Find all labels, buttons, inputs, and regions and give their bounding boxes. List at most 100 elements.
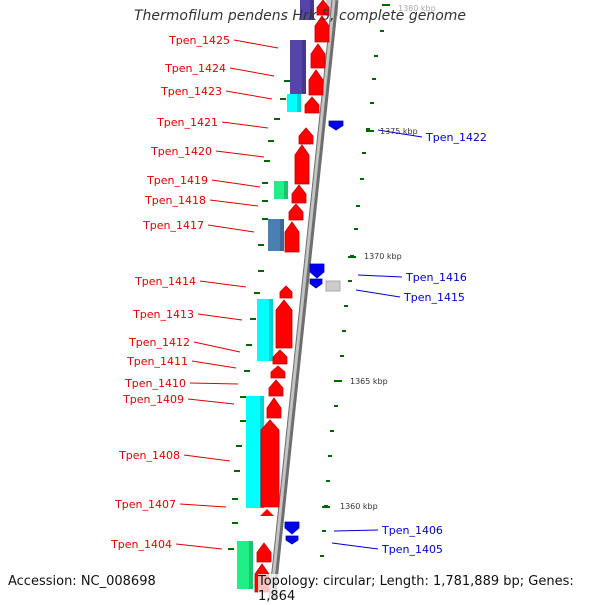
scale-labels: 1380 kbp 1375 kbp 1370 kbp 1365 kbp 1360 kbp bbox=[340, 4, 436, 511]
reverse-gene-arrow bbox=[309, 278, 323, 289]
forward-gene-label: Tpen_1407 bbox=[114, 498, 176, 511]
major-tick-mark bbox=[382, 4, 390, 6]
reverse-gene-label: Tpen_1406 bbox=[381, 524, 443, 537]
tick-mark bbox=[366, 128, 370, 130]
feature-bar-cyan bbox=[257, 299, 273, 361]
forward-gene-label: Tpen_1411 bbox=[126, 355, 188, 368]
feature-bar-purple bbox=[300, 0, 314, 20]
reverse-gene-label: Tpen_1415 bbox=[403, 291, 465, 304]
forward-gene-arrow bbox=[284, 221, 300, 253]
reverse-gene-label: Tpen_1422 bbox=[425, 131, 487, 144]
reverse-gene-arrow bbox=[328, 120, 344, 131]
label-leader-line bbox=[193, 341, 241, 353]
tick-mark bbox=[342, 330, 346, 332]
forward-gene-arrow bbox=[270, 365, 286, 379]
tick-mark bbox=[328, 455, 332, 457]
reverse-gene-label: Tpen_1405 bbox=[381, 543, 443, 556]
forward-gene-label: Tpen_1408 bbox=[118, 449, 180, 462]
tick-mark bbox=[322, 530, 326, 532]
reverse-gene-arrow bbox=[284, 521, 300, 535]
feature-bar-shade bbox=[302, 40, 306, 94]
scale-label: 1375 kbp bbox=[380, 127, 418, 136]
forward-gene-label: Tpen_1419 bbox=[146, 174, 208, 187]
tick-mark bbox=[232, 498, 238, 500]
scale-label: 1370 kbp bbox=[364, 252, 402, 261]
label-leader-line bbox=[197, 313, 243, 321]
feature-bar-shade bbox=[280, 219, 284, 251]
forward-gene-label: Tpen_1424 bbox=[164, 62, 226, 75]
tick-mark bbox=[370, 102, 374, 104]
forward-gene-arrow bbox=[256, 542, 272, 563]
tick-mark bbox=[374, 55, 378, 57]
label-leader-line bbox=[333, 529, 379, 532]
tick-mark bbox=[262, 200, 268, 202]
forward-gene-label: Tpen_1414 bbox=[134, 275, 196, 288]
label-leader-line bbox=[225, 90, 273, 100]
forward-gene-label: Tpen_1410 bbox=[124, 377, 186, 390]
reverse-gene-label: Tpen_1416 bbox=[405, 271, 467, 284]
forward-gene-label: Tpen_1421 bbox=[156, 116, 218, 129]
major-tick-mark bbox=[366, 130, 374, 132]
label-leader-line bbox=[211, 179, 261, 188]
tick-mark bbox=[340, 355, 344, 357]
forward-gene-label: Tpen_1420 bbox=[150, 145, 212, 158]
tick-mark bbox=[326, 480, 330, 482]
tick-mark bbox=[362, 152, 366, 154]
forward-gene-arrow bbox=[266, 397, 282, 419]
forward-gene-arrow bbox=[308, 69, 324, 96]
forward-gene-arrow bbox=[291, 184, 307, 204]
forward-gene-label: Tpen_1404 bbox=[110, 538, 172, 551]
feature-bar-shade bbox=[310, 0, 314, 20]
tick-mark bbox=[236, 445, 242, 447]
label-leader-line bbox=[183, 454, 231, 462]
tick-mark bbox=[334, 405, 338, 407]
forward-gene-label: Tpen_1418 bbox=[144, 194, 206, 207]
forward-gene-arrow bbox=[275, 299, 293, 349]
feature-bar-grey bbox=[325, 280, 341, 292]
tick-marks bbox=[228, 4, 390, 557]
tick-mark bbox=[258, 270, 264, 272]
forward-gene-arrow bbox=[310, 43, 326, 69]
feature-bar-shade bbox=[297, 94, 301, 112]
tick-mark bbox=[348, 280, 352, 282]
feature-bar-shade bbox=[284, 181, 288, 199]
major-tick-mark bbox=[322, 506, 330, 508]
label-leader-line bbox=[175, 543, 223, 550]
tick-mark bbox=[228, 548, 234, 550]
forward-gene-arrow bbox=[272, 349, 288, 365]
tick-mark bbox=[244, 370, 250, 372]
tick-mark bbox=[284, 80, 290, 82]
feature-bar-green bbox=[237, 541, 253, 589]
tick-mark bbox=[280, 98, 286, 100]
tick-mark bbox=[320, 555, 324, 557]
tick-mark bbox=[268, 140, 274, 142]
tick-mark bbox=[234, 470, 240, 472]
label-leader-line bbox=[207, 224, 255, 233]
label-leader-line bbox=[215, 150, 265, 158]
gene-labels: Tpen_1425 Tpen_1424 Tpen_1423 Tpen_1421 Tpen… bbox=[110, 34, 487, 556]
tick-mark bbox=[360, 178, 364, 180]
genome-title: Thermofilum pendens Hrk 5, complete geno… bbox=[133, 8, 467, 24]
label-leader-line bbox=[355, 289, 401, 298]
tick-mark bbox=[354, 228, 358, 230]
feature-bar-shade bbox=[269, 299, 273, 361]
tick-mark bbox=[330, 430, 334, 432]
forward-gene-arrow bbox=[288, 203, 304, 221]
tick-mark bbox=[254, 292, 260, 294]
tick-mark bbox=[246, 344, 252, 346]
scale-label: 1360 kbp bbox=[340, 502, 378, 511]
forward-gene-arrow bbox=[279, 285, 293, 299]
label-leader-line bbox=[199, 280, 247, 288]
label-leader-line bbox=[357, 274, 403, 278]
forward-gene-arrow bbox=[316, 0, 330, 16]
forward-gene-arrow bbox=[298, 127, 314, 145]
tick-mark bbox=[262, 182, 268, 184]
genome-backbone bbox=[268, 0, 339, 601]
label-leader-line bbox=[331, 542, 379, 550]
tick-mark bbox=[250, 318, 256, 320]
label-leader-line bbox=[187, 398, 235, 405]
tick-mark bbox=[232, 522, 238, 524]
feature-bar-shade bbox=[249, 541, 253, 589]
feature-bar-steelblue bbox=[268, 219, 284, 251]
